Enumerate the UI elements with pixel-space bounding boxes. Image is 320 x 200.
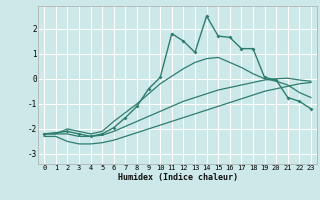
X-axis label: Humidex (Indice chaleur): Humidex (Indice chaleur)	[118, 173, 238, 182]
